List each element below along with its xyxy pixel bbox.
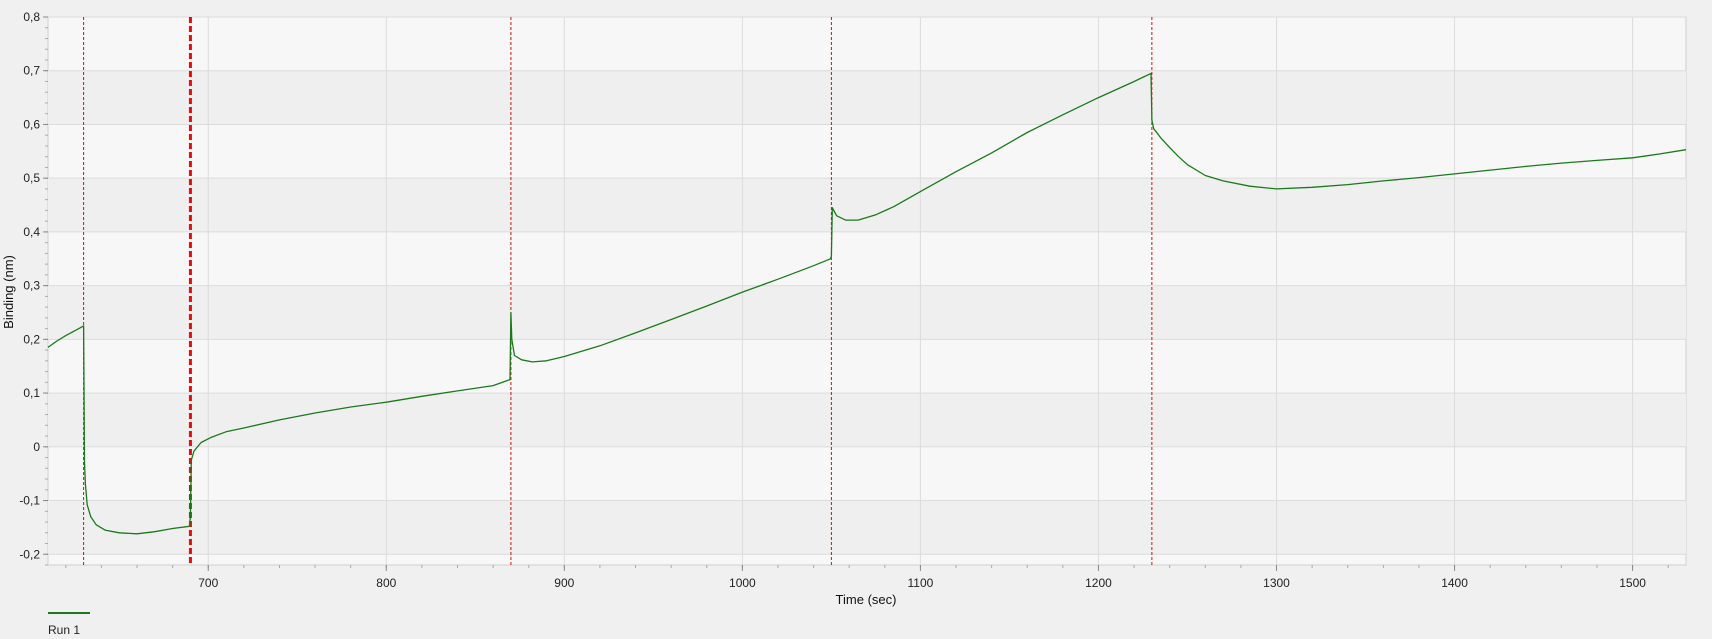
plot-band <box>48 178 1686 232</box>
x-tick-label: 1000 <box>729 576 756 590</box>
plot-band <box>48 393 1686 447</box>
legend: Run 1 <box>48 612 90 637</box>
y-tick-label: 0,5 <box>23 171 40 185</box>
plot-bands <box>48 70 1686 555</box>
y-tick-label: 0,6 <box>23 117 40 131</box>
x-tick-label: 1400 <box>1441 576 1468 590</box>
plot-band <box>48 70 1686 125</box>
y-tick-label: 0,3 <box>23 279 40 293</box>
plot-band <box>48 500 1686 555</box>
y-tick-label: 0 <box>33 440 40 454</box>
y-axis-ticks: 0,8 0,7 0,6 0,5 0,4 0,3 0,2 0,1 0 -0,1 -0,2 <box>19 10 48 561</box>
series-line-run-1 <box>47 72 1687 535</box>
series-lines <box>47 72 1687 535</box>
legend-label-run-1: Run 1 <box>48 623 81 637</box>
axis-minor-ticks <box>45 16 1669 568</box>
y-tick-label: 0,4 <box>23 225 40 239</box>
grid-lines <box>48 16 1686 565</box>
x-tick-label: 700 <box>198 576 218 590</box>
y-tick-label: 0,1 <box>23 386 40 400</box>
y-tick-label: -0,2 <box>19 547 40 561</box>
x-axis-ticks: 700 800 900 1000 1100 1200 1300 1400 1500 <box>198 565 1646 590</box>
x-tick-label: 1100 <box>908 576 934 590</box>
y-tick-label: -0,1 <box>19 494 40 508</box>
x-axis-title: Time (sec) <box>836 592 897 607</box>
y-axis-title: Binding (nm) <box>1 255 16 329</box>
y-tick-label: 0,7 <box>23 64 40 78</box>
legend-swatch-run-1 <box>48 612 90 614</box>
plot-band <box>48 285 1686 340</box>
x-tick-label: 800 <box>376 576 396 590</box>
x-tick-label: 1200 <box>1085 576 1112 590</box>
x-tick-label: 900 <box>554 576 574 590</box>
x-tick-label: 1500 <box>1619 576 1646 590</box>
y-tick-label: 0,8 <box>23 10 40 24</box>
y-tick-label: 0,2 <box>23 332 40 346</box>
x-tick-label: 1300 <box>1263 576 1290 590</box>
